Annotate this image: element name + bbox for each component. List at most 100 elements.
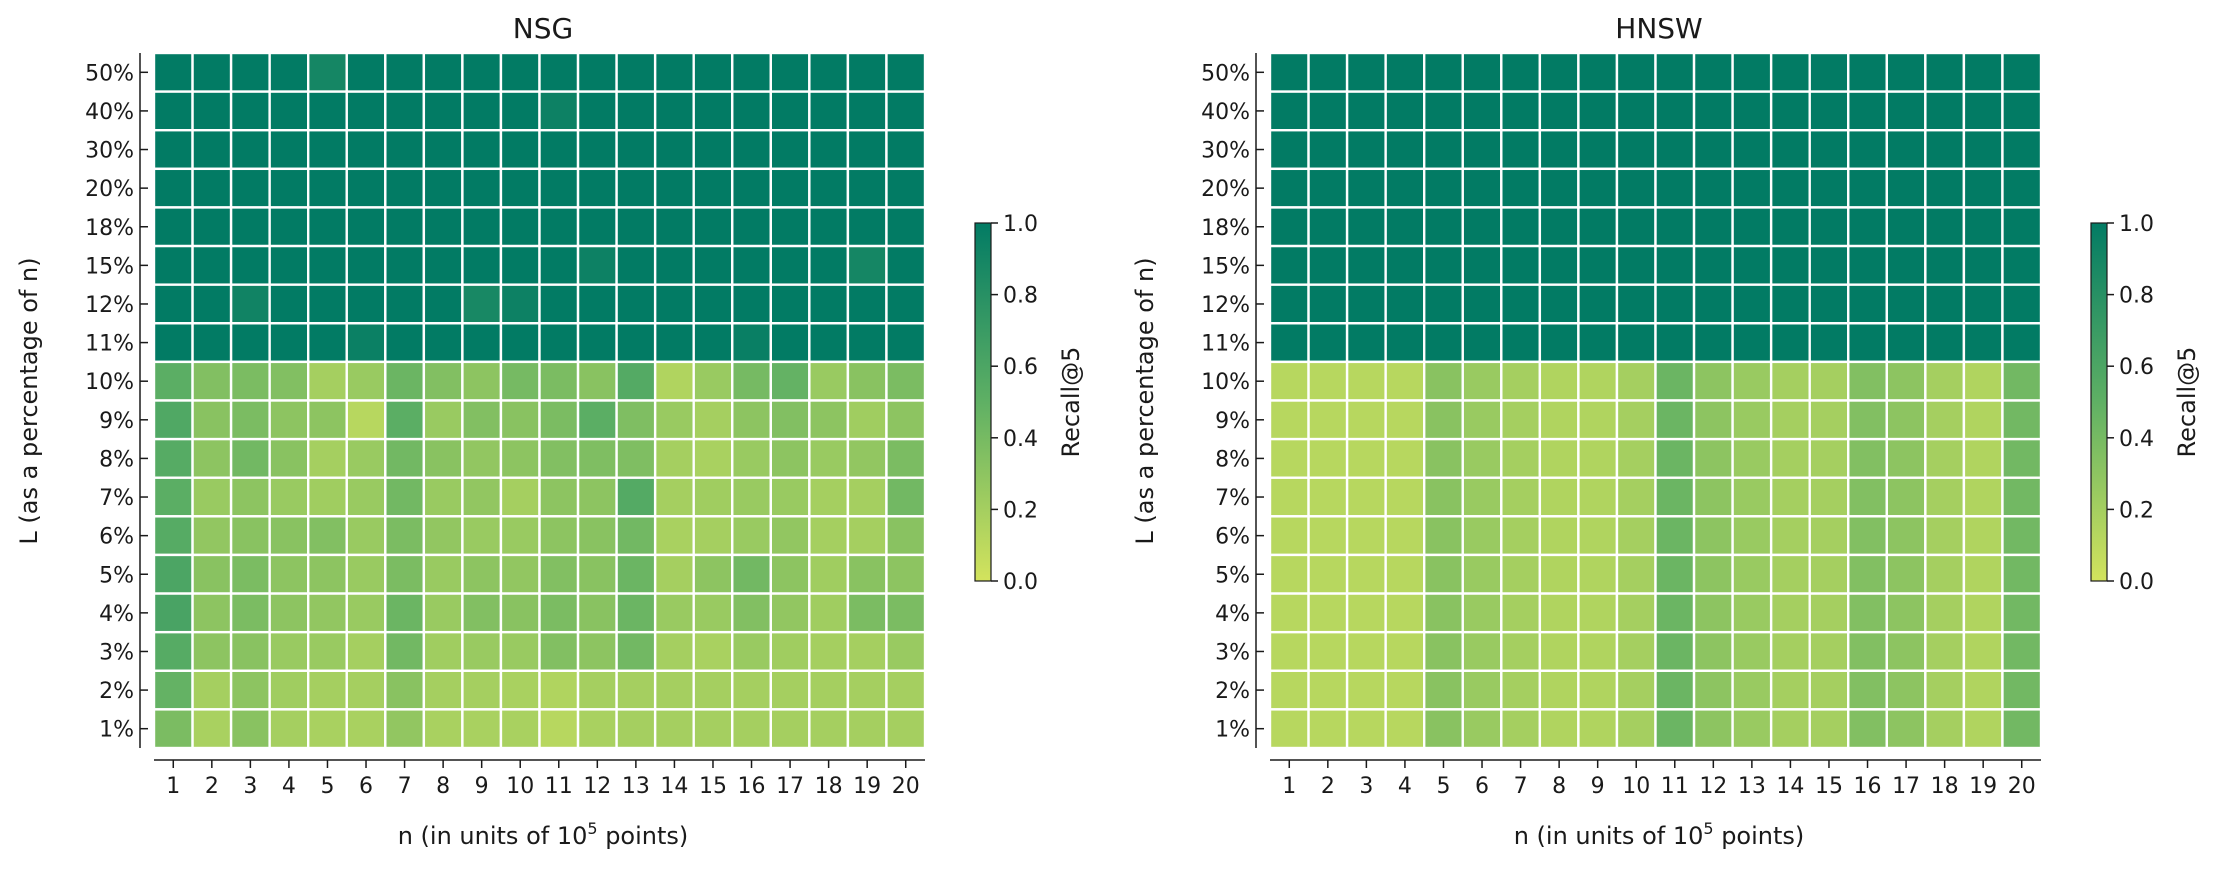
heatmap-cell xyxy=(229,553,271,595)
heatmap-cell xyxy=(653,592,695,634)
heatmap-cell xyxy=(1384,553,1426,595)
x-tick-labels: 1 2 3 4 5 6 7 8 9 10 11 12 13 14 15 16 17 18 19 20 xyxy=(166,760,920,799)
heatmap-cell xyxy=(1731,669,1773,711)
y-tick-label: 10% xyxy=(85,370,134,395)
heatmap-cell xyxy=(1538,515,1580,557)
heatmap-cell xyxy=(384,515,426,557)
heatmap-cell xyxy=(1615,90,1657,132)
x-tick-label: 5 xyxy=(320,774,334,799)
heatmap-cell xyxy=(1500,360,1542,402)
heatmap-cell xyxy=(461,708,503,750)
y-tick-label: 9% xyxy=(99,409,134,434)
x-tick-label: 6 xyxy=(359,774,373,799)
y-tick-label: 40% xyxy=(85,100,134,125)
heatmap-cell xyxy=(1885,437,1927,479)
heatmap-cell xyxy=(846,476,888,518)
heatmap-cell xyxy=(1962,592,2004,634)
heatmap-cell xyxy=(384,167,426,209)
heatmap-cell xyxy=(307,129,348,171)
heatmap-cell xyxy=(2001,399,2043,441)
heatmap-cell xyxy=(422,630,464,672)
heatmap-cell xyxy=(538,51,580,93)
heatmap-cell xyxy=(808,206,850,248)
heatmap-cell xyxy=(1268,283,1310,325)
heatmap-cell xyxy=(422,167,464,209)
heatmap-cell xyxy=(885,90,927,132)
heatmap-cell xyxy=(1384,90,1426,132)
heatmap-cell xyxy=(1615,399,1657,441)
heatmap-cell xyxy=(1808,708,1850,750)
heatmap-cell xyxy=(1924,669,1966,711)
heatmap-cell xyxy=(615,167,657,209)
heatmap-cell xyxy=(1769,515,1811,557)
y-tick-label: 18% xyxy=(85,216,134,241)
heatmap-cell xyxy=(846,708,888,750)
heatmap-cell xyxy=(1962,90,2004,132)
x-tick-label: 16 xyxy=(1854,774,1882,799)
heatmap-cell xyxy=(2001,630,2043,672)
x-tick-label: 18 xyxy=(1931,774,1959,799)
heatmap-cell xyxy=(1538,399,1580,441)
heatmap-cell xyxy=(1307,669,1349,711)
heatmap-cell xyxy=(1847,630,1888,672)
heatmap-cell xyxy=(1345,322,1387,364)
heatmap-cell xyxy=(1577,206,1619,248)
heatmap-cell xyxy=(846,592,888,634)
heatmap-cell xyxy=(499,322,541,364)
heatmap-cell xyxy=(1847,206,1888,248)
heatmap-cell xyxy=(885,630,927,672)
x-tick-label: 2 xyxy=(205,774,219,799)
colorbar-tick-label: 0.0 xyxy=(1003,570,1038,595)
heatmap-cell xyxy=(1384,708,1426,750)
heatmap-cell xyxy=(461,51,503,93)
heatmap-cell xyxy=(1384,437,1426,479)
heatmap-cell xyxy=(499,244,541,286)
heatmap-cell xyxy=(576,630,618,672)
heatmap-cell xyxy=(384,360,426,402)
heatmap-cell xyxy=(1500,129,1542,171)
heatmap-cell xyxy=(1345,630,1387,672)
heatmap-cell xyxy=(268,437,310,479)
x-tick-label: 3 xyxy=(243,774,257,799)
heatmap-cell xyxy=(191,553,233,595)
y-tick-label: 20% xyxy=(85,177,134,202)
heatmap-cell xyxy=(1268,476,1310,518)
heatmap-cell xyxy=(191,515,233,557)
heatmap-cell xyxy=(268,90,310,132)
heatmap-cell xyxy=(615,592,657,634)
y-axis-label: L (as a percentage of n) xyxy=(1131,257,1159,544)
heatmap-cell xyxy=(1885,244,1927,286)
heatmap-cell xyxy=(384,399,426,441)
heatmap-cell xyxy=(1924,515,1966,557)
heatmap-cell xyxy=(191,51,233,93)
heatmap-cell xyxy=(1538,476,1580,518)
heatmap-cell xyxy=(1345,708,1387,750)
heatmap-cell xyxy=(1268,206,1310,248)
heatmap-cell xyxy=(1692,206,1734,248)
heatmap-cell xyxy=(152,399,194,441)
y-tick-label: 30% xyxy=(1201,139,1250,164)
heatmap-cell xyxy=(345,322,387,364)
heatmap-cell xyxy=(1384,360,1426,402)
heatmap-cell xyxy=(1577,399,1619,441)
heatmap-cell xyxy=(1500,437,1542,479)
heatmap-cell xyxy=(307,476,348,518)
heatmap-cell xyxy=(345,360,387,402)
heatmap-cell xyxy=(1885,669,1927,711)
x-tick-label: 14 xyxy=(1776,774,1804,799)
heatmap-cell xyxy=(653,515,695,557)
colorbar-tick-label: 0.6 xyxy=(1003,355,1038,380)
heatmap-cell xyxy=(1345,360,1387,402)
heatmap-cell xyxy=(1384,167,1426,209)
heatmap-cell xyxy=(615,90,657,132)
heatmap-cell xyxy=(1731,167,1773,209)
heatmap-cell xyxy=(422,515,464,557)
x-tick-label: 7 xyxy=(398,774,412,799)
heatmap-cell xyxy=(692,167,734,209)
heatmap-cell xyxy=(1615,283,1657,325)
y-tick-label: 12% xyxy=(85,293,134,318)
heatmap-cell xyxy=(1962,553,2004,595)
heatmap-cell xyxy=(576,515,618,557)
heatmap-cell xyxy=(268,515,310,557)
heatmap-cell xyxy=(1345,244,1387,286)
